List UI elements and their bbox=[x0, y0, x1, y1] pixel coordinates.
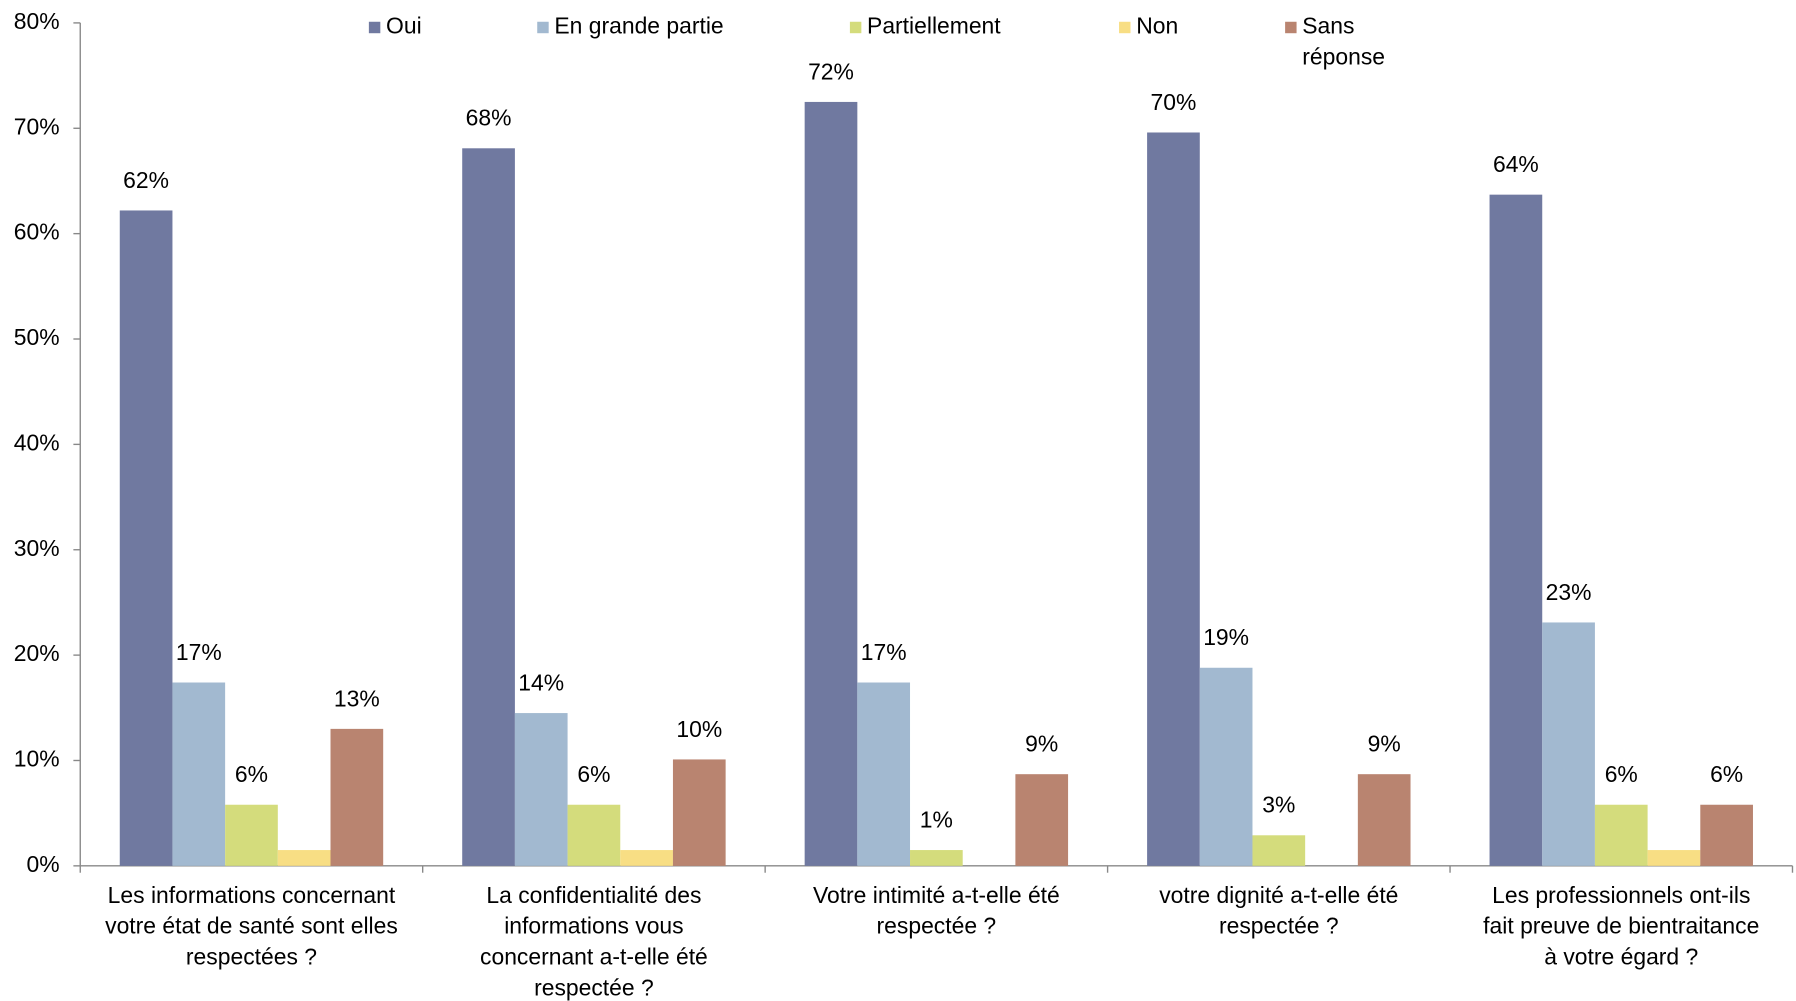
y-tick-label: 70% bbox=[14, 113, 60, 139]
legend-label: En grande partie bbox=[554, 13, 723, 39]
bar bbox=[567, 804, 621, 866]
value-label: 64% bbox=[1493, 151, 1539, 177]
value-label: 17% bbox=[176, 639, 222, 665]
value-label: 70% bbox=[1151, 89, 1197, 115]
bar bbox=[804, 101, 858, 866]
x-tick-label: votre état de santé sont elles bbox=[105, 913, 398, 939]
value-label: 3% bbox=[1262, 792, 1295, 818]
bar bbox=[1357, 774, 1411, 866]
x-tick-label: respectée ? bbox=[1219, 913, 1339, 939]
bar bbox=[1252, 835, 1306, 866]
legend-marker bbox=[1119, 21, 1131, 34]
value-label: 13% bbox=[334, 685, 380, 711]
value-label: 14% bbox=[518, 669, 564, 695]
legend-marker bbox=[368, 21, 381, 34]
bar bbox=[172, 682, 226, 866]
value-label: 10% bbox=[676, 716, 722, 742]
bar bbox=[462, 148, 515, 866]
x-tick-label: Les professionnels ont-ils bbox=[1492, 882, 1750, 908]
bar bbox=[330, 728, 384, 866]
value-label: 1% bbox=[920, 806, 953, 832]
y-tick-label: 0% bbox=[27, 851, 60, 877]
bar bbox=[1147, 132, 1200, 866]
bar bbox=[620, 850, 673, 866]
legend-label: Oui bbox=[386, 13, 422, 39]
value-label: 6% bbox=[1710, 761, 1743, 787]
bar bbox=[225, 804, 278, 866]
x-tick-label: respectée ? bbox=[877, 913, 997, 939]
x-tick-label: fait preuve de bientraitance bbox=[1483, 913, 1759, 939]
bar bbox=[1489, 194, 1543, 866]
y-tick-label: 40% bbox=[14, 429, 60, 455]
value-label: 62% bbox=[123, 167, 169, 193]
bar bbox=[277, 850, 331, 866]
y-tick-label: 80% bbox=[14, 8, 60, 34]
legend-label: Partiellement bbox=[867, 13, 1001, 39]
value-label: 19% bbox=[1203, 624, 1249, 650]
legend-marker bbox=[1285, 21, 1297, 34]
legend-label: Non bbox=[1136, 13, 1178, 39]
y-tick-label: 20% bbox=[14, 640, 60, 666]
bar bbox=[1647, 850, 1701, 866]
value-label: 9% bbox=[1368, 731, 1401, 757]
x-tick-label: informations vous bbox=[504, 913, 683, 939]
value-label: 9% bbox=[1025, 731, 1058, 757]
value-label: 6% bbox=[577, 761, 610, 787]
y-tick-label: 10% bbox=[14, 746, 60, 772]
bar bbox=[1015, 774, 1069, 866]
value-label: 72% bbox=[808, 58, 854, 84]
value-label: 6% bbox=[1605, 761, 1638, 787]
x-tick-label: Les informations concernant bbox=[108, 882, 396, 908]
bar bbox=[1199, 667, 1253, 866]
bar bbox=[1542, 622, 1595, 866]
legend-label: Sans réponse bbox=[1302, 13, 1385, 70]
x-tick-label: respectées ? bbox=[186, 944, 317, 970]
legend-marker bbox=[537, 21, 549, 34]
x-tick-label: concernant a-t-elle été bbox=[480, 944, 708, 970]
y-tick-label: 60% bbox=[14, 219, 60, 245]
bar bbox=[910, 850, 963, 866]
value-label: 68% bbox=[466, 105, 512, 131]
x-tick-label: à votre égard ? bbox=[1544, 944, 1698, 970]
bar bbox=[119, 210, 173, 866]
bar bbox=[672, 759, 726, 866]
value-label: 23% bbox=[1546, 579, 1592, 605]
y-tick-label: 30% bbox=[14, 535, 60, 561]
x-tick-label: votre dignité a-t-elle été bbox=[1159, 882, 1398, 908]
bar bbox=[857, 682, 911, 866]
bar bbox=[514, 713, 568, 866]
x-tick-label: respectée ? bbox=[534, 975, 654, 1001]
bar bbox=[1594, 804, 1648, 866]
legend-marker bbox=[849, 21, 862, 34]
y-tick-label: 50% bbox=[14, 324, 60, 350]
x-tick-label: La confidentialité des bbox=[486, 882, 701, 908]
x-tick-label: Votre intimité a-t-elle été bbox=[813, 882, 1060, 908]
value-label: 6% bbox=[235, 761, 268, 787]
bar bbox=[1700, 804, 1753, 866]
value-label: 17% bbox=[861, 639, 907, 665]
